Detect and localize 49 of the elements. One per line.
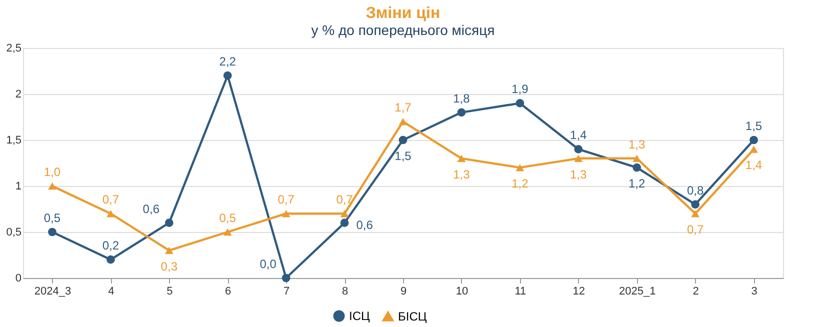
data-label: 1,2	[628, 176, 646, 191]
data-label: 0,5	[219, 211, 236, 225]
data-label: 1,4	[570, 128, 588, 142]
x-tick-label: 5	[166, 286, 173, 298]
chart-title: Зміни цін	[366, 5, 440, 22]
x-tick-label: 2025_1	[618, 286, 656, 298]
legend-label: БІСЦ	[398, 309, 427, 324]
data-label: 0,7	[102, 192, 120, 207]
x-tick-label: 6	[225, 286, 232, 298]
y-tick-label: 2,5	[6, 42, 22, 54]
x-tick-label: 4	[108, 286, 114, 298]
data-label: 0,7	[278, 192, 295, 207]
data-label: 0,6	[356, 218, 374, 232]
y-tick-label: 1	[15, 180, 22, 192]
x-tick-label: 10	[456, 286, 468, 298]
chart-subtitle: у % до попереднього місяця	[311, 22, 495, 38]
x-tick-label: 2024_3	[34, 286, 72, 298]
x-tick-label: 7	[284, 286, 290, 298]
data-label: 1,5	[745, 119, 762, 133]
data-label: 0,0	[260, 257, 277, 271]
x-tick-label: 11	[514, 286, 526, 298]
data-label: 1,9	[512, 82, 529, 96]
x-tick-label: 2	[692, 286, 699, 298]
y-tick-label: 0,5	[6, 226, 22, 238]
data-label: 1,7	[394, 100, 412, 115]
data-label: 1,0	[44, 165, 61, 179]
data-label: 1,4	[745, 158, 762, 172]
data-label: 1,3	[570, 167, 588, 182]
y-tick-label: 1,5	[6, 134, 22, 146]
data-label: 0,7	[686, 222, 704, 237]
x-tick-label: 12	[572, 286, 586, 298]
x-tick-label: 9	[400, 286, 407, 298]
data-label: 0,3	[160, 259, 178, 274]
y-tick-label: 2	[15, 88, 22, 100]
data-label: 2,2	[219, 54, 236, 69]
data-label: 1,3	[453, 167, 470, 182]
data-label: 0,7	[336, 192, 354, 207]
data-label: 1,5	[394, 149, 412, 163]
x-tick-label: 8	[342, 286, 348, 298]
data-label: 1,2	[512, 176, 529, 191]
data-label: 0,8	[686, 183, 704, 198]
data-label: 0,5	[44, 211, 61, 225]
legend-label: ІСЦ	[349, 309, 370, 323]
x-tick-label: 3	[751, 286, 758, 298]
y-tick-label: 0	[15, 272, 22, 284]
data-label: 1,8	[453, 91, 470, 106]
data-label: 0,6	[142, 202, 160, 216]
data-label: 0,2	[102, 238, 120, 253]
data-label: 1,3	[628, 137, 646, 152]
